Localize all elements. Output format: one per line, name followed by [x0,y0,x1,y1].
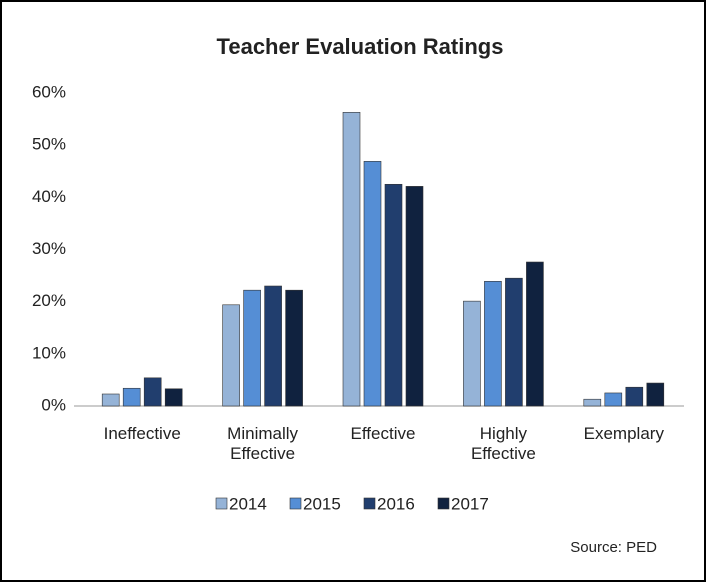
bar [264,285,282,407]
legend-swatch [437,497,450,510]
bar [583,398,602,407]
legend-swatch [289,497,302,510]
y-tick-label: 0% [41,395,66,414]
bar [384,183,403,407]
y-tick-label: 40% [32,187,66,206]
legend-swatch [215,497,228,510]
bar [646,382,665,407]
y-tick-label: 60% [32,82,66,101]
bar [526,261,544,407]
legend-swatch [363,497,376,510]
bar [604,392,623,407]
bar [484,281,502,407]
legend-label: 2016 [377,494,415,513]
bar [625,386,644,407]
x-tick-label: Minimally Effective [227,424,299,463]
x-tick-label: Effective [350,424,416,443]
bar [363,161,382,407]
y-tick-label: 20% [32,291,66,310]
bar [122,387,141,407]
bar [505,277,523,407]
x-tick-label: Ineffective [103,424,181,443]
bar [243,289,261,407]
legend-label: 2014 [229,494,267,513]
x-tick-label: Highly Effective [470,424,536,463]
bar [143,377,162,407]
bar [101,393,120,407]
legend-label: 2017 [451,494,489,513]
chart-title: Teacher Evaluation Ratings [217,34,504,59]
legend-label: 2015 [303,494,341,513]
bar [285,289,303,407]
bar [405,186,424,407]
source-note: Source: PED [570,539,657,556]
bar [342,112,361,407]
bar [463,300,481,407]
y-tick-label: 50% [32,135,66,154]
y-tick-label: 30% [32,239,66,258]
x-tick-label: Exemplary [583,424,664,443]
bar [164,388,183,407]
y-tick-label: 10% [32,343,66,362]
bar [222,304,240,407]
